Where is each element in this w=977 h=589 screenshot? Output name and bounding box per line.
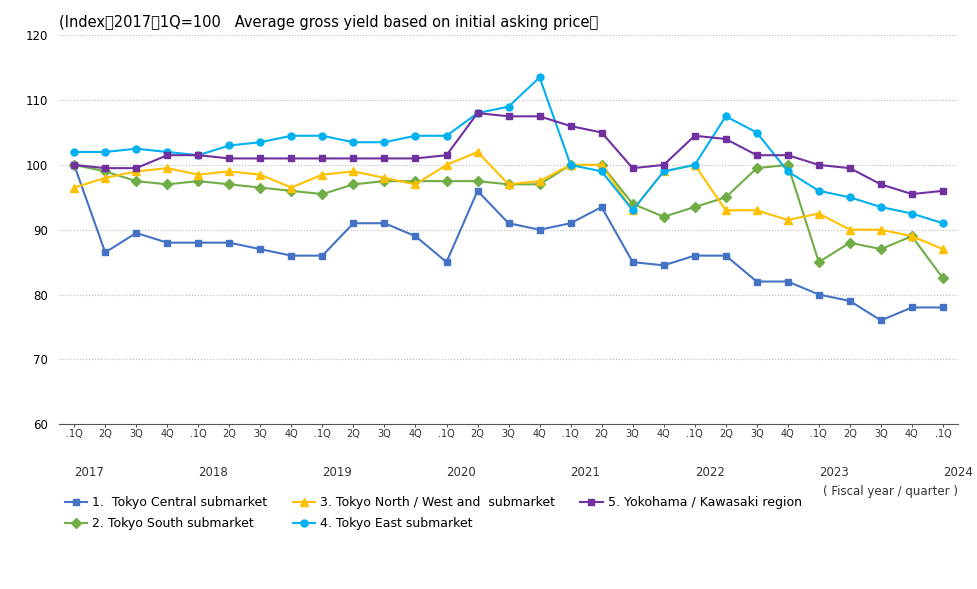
Text: 2018: 2018 xyxy=(198,466,228,479)
Text: 2021: 2021 xyxy=(570,466,600,479)
Text: 2017: 2017 xyxy=(74,466,104,479)
Text: 2024: 2024 xyxy=(942,466,972,479)
Text: ( Fiscal year / quarter ): ( Fiscal year / quarter ) xyxy=(823,485,957,498)
Text: 2022: 2022 xyxy=(694,466,724,479)
Text: 2019: 2019 xyxy=(322,466,352,479)
Text: 2020: 2020 xyxy=(446,466,476,479)
Legend: 1.  Tokyo Central submarket, 2. Tokyo South submarket, 3. Tokyo North / West and: 1. Tokyo Central submarket, 2. Tokyo Sou… xyxy=(64,497,801,530)
Text: 2023: 2023 xyxy=(818,466,848,479)
Text: (Index：2017：1Q=100   Average gross yield based on initial asking price）: (Index：2017：1Q=100 Average gross yield b… xyxy=(59,15,597,30)
